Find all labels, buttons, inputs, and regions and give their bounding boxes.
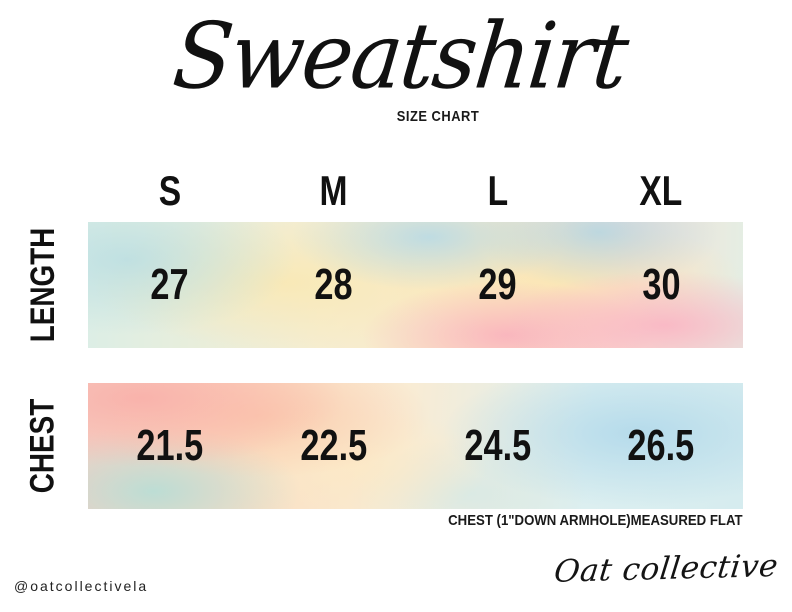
chest-values: 21.5 22.5 24.5 26.5 bbox=[88, 424, 743, 468]
page-title: Sweatshirt bbox=[168, 4, 632, 111]
chest-value-xl: 26.5 bbox=[627, 421, 695, 470]
table-row-chest: 21.5 22.5 24.5 26.5 bbox=[88, 383, 743, 509]
row-label-length: LENGTH bbox=[0, 222, 86, 348]
chest-value-l: 24.5 bbox=[463, 421, 531, 470]
size-header-xl: XL bbox=[639, 167, 683, 214]
row-label-chest-text: CHEST bbox=[24, 398, 63, 494]
table-row-length: 27 28 29 30 bbox=[88, 222, 743, 348]
size-header-row: S M L XL bbox=[88, 150, 743, 212]
watercolor-wash-chest bbox=[88, 383, 743, 509]
length-value-l: 29 bbox=[478, 260, 517, 309]
length-value-m: 28 bbox=[314, 260, 353, 309]
length-values: 27 28 29 30 bbox=[88, 263, 743, 307]
row-label-length-text: LENGTH bbox=[24, 227, 62, 343]
chest-value-s: 21.5 bbox=[136, 421, 204, 470]
length-value-xl: 30 bbox=[642, 260, 681, 309]
size-header-l: L bbox=[487, 167, 508, 214]
measurement-footnote: CHEST (1"DOWN ARMHOLE)MEASURED FLAT bbox=[448, 512, 743, 529]
social-handle: @oatcollectivela bbox=[14, 578, 149, 594]
chest-value-m: 22.5 bbox=[300, 421, 368, 470]
size-table: S M L XL 27 28 29 bbox=[88, 150, 743, 509]
row-label-chest: CHEST bbox=[0, 383, 86, 509]
watercolor-wash-length bbox=[88, 222, 743, 348]
brand-logo: Oat collective bbox=[552, 548, 781, 590]
title-block: Sweatshirt bbox=[0, 4, 792, 111]
page-subtitle: SIZE CHART bbox=[396, 108, 480, 125]
size-header-m: M bbox=[319, 167, 348, 214]
length-value-s: 27 bbox=[150, 260, 189, 309]
size-header-s: S bbox=[158, 167, 182, 214]
subtitle-wrap: SIZE CHART bbox=[0, 108, 792, 126]
